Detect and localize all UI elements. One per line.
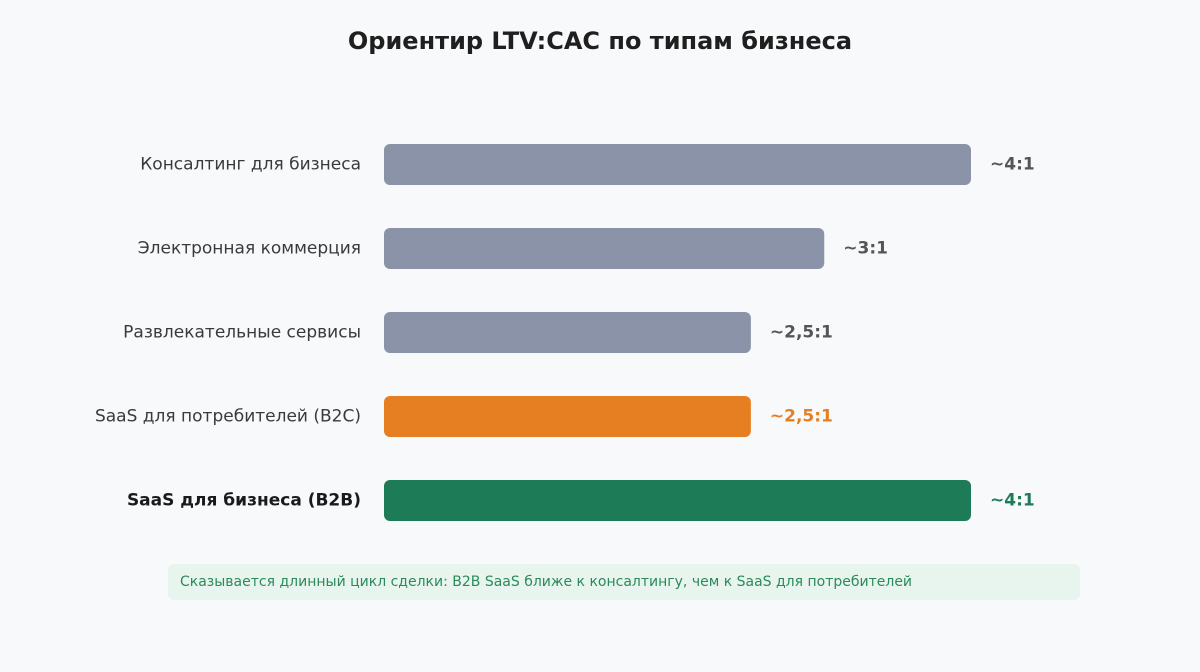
chart-title: Ориентир LTV:CAC по типам бизнеса [347,27,853,55]
bar [384,144,971,185]
value-label: ~4:1 [990,491,1035,511]
bar [384,396,751,437]
category-label: SaaS для бизнеса (B2B) [127,491,361,511]
bar [384,228,825,269]
value-label: ~2,5:1 [770,407,833,427]
category-label: SaaS для потребителей (B2C) [95,407,361,427]
value-label: ~2,5:1 [770,323,833,343]
bar [384,480,971,521]
category-label: Консалтинг для бизнеса [140,155,361,175]
chart-note: Сказывается длинный цикл сделки: B2B Saa… [168,564,1080,600]
value-label: ~4:1 [990,155,1035,175]
category-label: Электронная коммерция [138,239,361,259]
category-label: Развлекательные сервисы [123,323,361,343]
value-label: ~3:1 [843,239,888,259]
bar [384,312,751,353]
